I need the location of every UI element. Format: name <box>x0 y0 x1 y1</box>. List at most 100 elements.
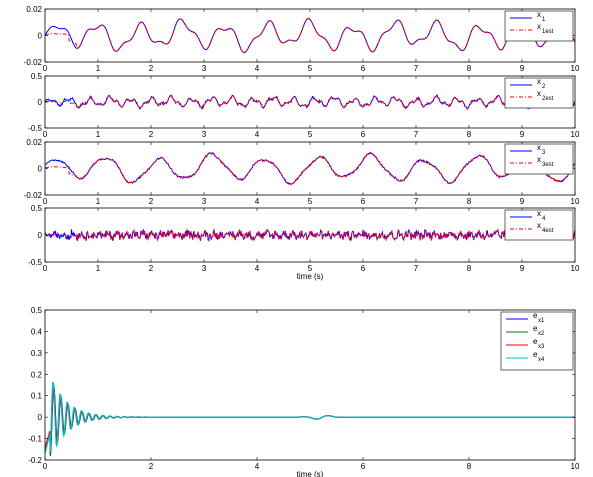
x-tick-label: 6 <box>361 130 366 139</box>
x-tick-label: 2 <box>149 130 154 139</box>
y-tick-label: -0.02 <box>24 191 43 200</box>
x-tick-label: 5 <box>308 64 313 73</box>
legend-label-sub: 3est <box>542 162 554 168</box>
x-tick-label: 8 <box>467 462 472 471</box>
legend-label: x <box>537 209 541 218</box>
y-tick-label: -0.2 <box>28 456 42 465</box>
x-tick-label: 6 <box>361 64 366 73</box>
x-tick-label: 10 <box>571 64 580 73</box>
y-tick-label: 0.3 <box>31 349 43 358</box>
x-axis-label: time (s) <box>297 470 324 477</box>
legend-label-sub: x4 <box>538 357 545 363</box>
x-tick-label: 7 <box>414 264 419 273</box>
legend-label: x <box>537 221 541 230</box>
x-tick-label: 6 <box>361 264 366 273</box>
axes-box <box>44 141 576 196</box>
legend-label: x <box>537 22 541 31</box>
x-tick-label: 1 <box>96 64 101 73</box>
legend-label-sub: 4 <box>542 216 546 222</box>
legend-label: e <box>533 337 538 346</box>
legend-label: x <box>537 143 541 152</box>
legend-box <box>500 311 574 371</box>
x-tick-label: 0 <box>43 462 48 471</box>
x-tick-label: 1 <box>96 264 101 273</box>
x-tick-label: 6 <box>361 197 366 206</box>
x-tick-label: 0 <box>43 264 48 273</box>
x-tick-label: 3 <box>202 264 207 273</box>
x-tick-label: 4 <box>255 197 260 206</box>
x-tick-label: 10 <box>571 264 580 273</box>
plot-area <box>45 381 575 457</box>
plot-area <box>45 151 575 186</box>
x-tick-label: 7 <box>414 197 419 206</box>
x-tick-label: 0 <box>43 64 48 73</box>
legend-box <box>504 10 574 42</box>
series-line-estimate <box>45 17 575 54</box>
error-line-2 <box>45 382 575 457</box>
x-tick-label: 0 <box>43 197 48 206</box>
axes-box <box>44 8 576 63</box>
y-tick-label: 0 <box>38 165 43 174</box>
y-tick-label: 0.02 <box>26 5 42 14</box>
error-line-4 <box>45 381 575 454</box>
x-tick-label: 9 <box>520 130 525 139</box>
y-tick-label: 0 <box>38 32 43 41</box>
x-tick-label: 9 <box>520 197 525 206</box>
series-line-estimate <box>45 94 575 111</box>
y-tick-label: -0.5 <box>28 258 42 267</box>
y-tick-label: 0.5 <box>31 204 43 213</box>
legend-label-sub: x2 <box>538 331 545 337</box>
x-tick-label: 1 <box>96 197 101 206</box>
x-axis-label: time (s) <box>297 272 324 281</box>
x-tick-label: 3 <box>202 130 207 139</box>
legend-label-sub: 3 <box>542 150 546 156</box>
x-tick-label: 2 <box>149 462 154 471</box>
x-tick-label: 10 <box>571 462 580 471</box>
legend-label-sub: x1 <box>538 318 545 324</box>
y-tick-label: -0.1 <box>28 435 42 444</box>
legend-label: x <box>537 77 541 86</box>
x-tick-label: 5 <box>308 264 313 273</box>
y-tick-label: -0.5 <box>28 124 42 133</box>
legend-label: e <box>533 311 538 320</box>
y-tick-label: 0.5 <box>31 306 43 315</box>
chart-panel-5: 0 2 4 6 8 10 0.5 0.4 0.3 0.2 0.1 0 -0.1 -0.2 time (s) e… <box>28 306 580 477</box>
legend-label-sub: x3 <box>538 344 545 350</box>
x-tick-label: 8 <box>467 130 472 139</box>
x-tick-label: 1 <box>96 130 101 139</box>
legend-label-sub: 2est <box>542 96 554 102</box>
legend-label-sub: 4est <box>542 228 554 234</box>
x-tick-label: 0 <box>43 130 48 139</box>
y-tick-label: 0 <box>38 98 43 107</box>
x-tick-label: 3 <box>202 64 207 73</box>
series-line-true <box>45 151 575 185</box>
x-tick-label: 7 <box>414 64 419 73</box>
x-tick-label: 2 <box>149 264 154 273</box>
series-line-true <box>45 228 575 242</box>
legend-label: x <box>537 155 541 164</box>
legend-box <box>504 209 574 241</box>
plot-area <box>45 17 575 54</box>
x-tick-label: 3 <box>202 197 207 206</box>
y-tick-label: 0 <box>38 231 43 240</box>
y-tick-label: 0.5 <box>31 72 43 81</box>
x-tick-label: 5 <box>308 130 313 139</box>
y-tick-label: 0 <box>38 413 43 422</box>
legend-label-sub: 1est <box>542 29 554 35</box>
plot-area <box>45 94 575 111</box>
series-line-estimate <box>45 151 575 186</box>
legend-box <box>504 77 574 109</box>
axes-box <box>44 309 576 461</box>
x-tick-label: 4 <box>255 64 260 73</box>
legend-label: e <box>533 350 538 359</box>
y-tick-label: 0.02 <box>26 138 42 147</box>
